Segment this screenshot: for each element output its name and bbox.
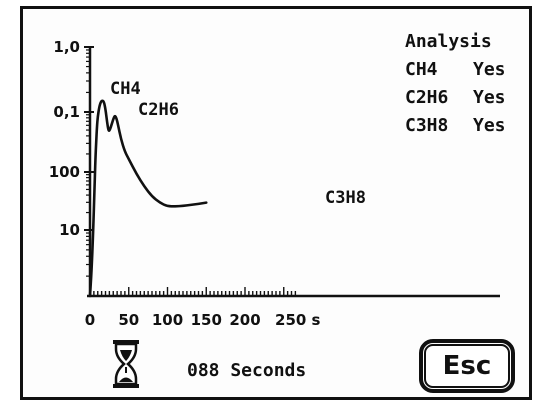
analysis-gas-ch4: CH4 — [405, 59, 438, 80]
y-tick-label: 1,0 — [53, 38, 80, 56]
analysis-result-c2h6: Yes — [473, 87, 506, 108]
x-tick-label: 50 — [118, 311, 139, 329]
analysis-title: Analysis — [405, 31, 492, 52]
x-tick-label: 100 — [152, 311, 183, 329]
chart-axes — [87, 47, 500, 298]
y-tick-label: 0,1 — [53, 103, 80, 121]
chromatogram-curve — [88, 99, 208, 298]
esc-button-label: Esc — [424, 344, 510, 388]
hourglass-icon — [113, 340, 139, 388]
x-tick-label: 250 s — [275, 311, 321, 329]
elapsed-seconds-text: 088 Seconds — [187, 360, 307, 381]
esc-button[interactable]: Esc — [419, 339, 515, 393]
chart-tick-labels: 0 50 100 150 200 250 s 1,0 0,1 100 10 — [49, 38, 321, 329]
analysis-result-c3h8: Yes — [473, 115, 506, 136]
analysis-result-ch4: Yes — [473, 59, 506, 80]
y-tick-label: 10 — [59, 221, 80, 239]
y-tick-label: 100 — [49, 163, 80, 181]
analysis-gas-c3h8: C3H8 — [405, 115, 449, 136]
peak-label-ch4: CH4 — [110, 79, 141, 99]
peak-label-c2h6: C2H6 — [138, 100, 179, 120]
x-tick-label: 200 — [229, 311, 260, 329]
x-tick-label: 0 — [85, 311, 95, 329]
screen-frame — [20, 6, 532, 400]
analysis-gas-c2h6: C2H6 — [405, 87, 449, 108]
chart-ticks — [84, 46, 297, 296]
peak-label-c3h8: C3H8 — [325, 188, 366, 208]
x-tick-label: 150 — [191, 311, 222, 329]
